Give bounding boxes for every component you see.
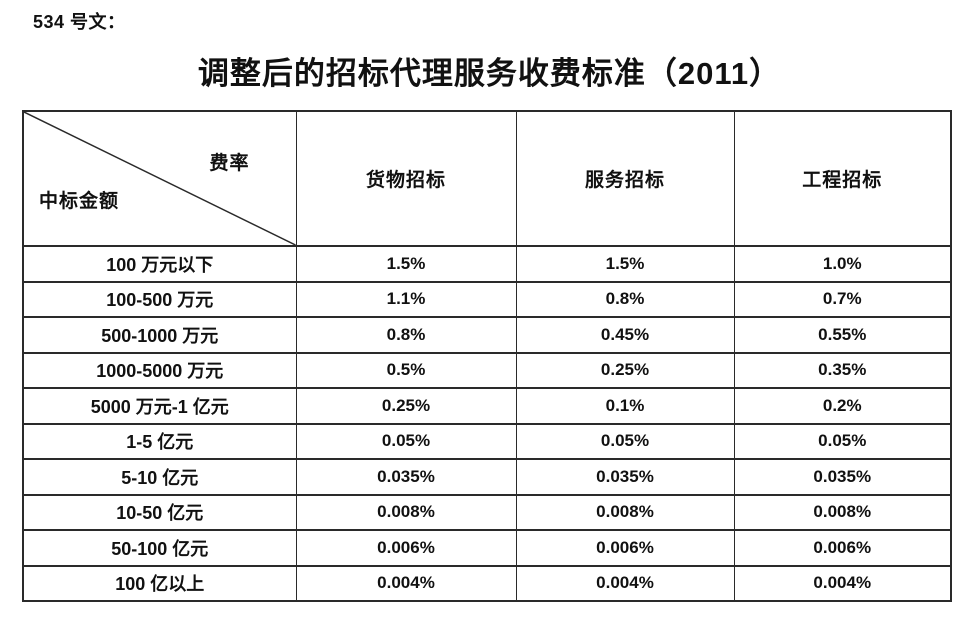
table-row: 500-1000 万元 0.8% 0.45% 0.55%	[22, 316, 952, 354]
rate-cell-goods: 0.5%	[295, 351, 517, 389]
amount-cell: 50-100 亿元	[22, 529, 297, 567]
table-row: 100-500 万元 1.1% 0.8% 0.7%	[22, 280, 952, 318]
rate-cell-goods: 0.25%	[295, 387, 517, 425]
rate-cell-services: 0.1%	[515, 387, 735, 425]
fee-rate-table: 费率 中标金额 货物招标 服务招标 工程招标 100 万元以下 1.5% 1.5…	[22, 110, 952, 602]
doc-ref-label: 534 号文：	[33, 12, 126, 32]
rate-cell-goods: 0.05%	[295, 422, 517, 460]
rate-cell-services: 0.25%	[515, 351, 735, 389]
amount-cell: 100 亿以上	[22, 564, 297, 602]
amount-cell: 10-50 亿元	[22, 493, 297, 531]
column-header-services: 服务招标	[515, 110, 735, 247]
rate-cell-services: 0.45%	[515, 316, 735, 354]
rate-cell-goods: 0.8%	[295, 316, 517, 354]
amount-cell: 5-10 亿元	[22, 458, 297, 496]
rate-cell-works: 0.7%	[733, 280, 952, 318]
table-row: 5000 万元-1 亿元 0.25% 0.1% 0.2%	[22, 387, 952, 425]
table-row: 50-100 亿元 0.006% 0.006% 0.006%	[22, 529, 952, 567]
rate-cell-works: 0.35%	[733, 351, 952, 389]
amount-cell: 1000-5000 万元	[22, 351, 297, 389]
amount-cell: 1-5 亿元	[22, 422, 297, 460]
rate-cell-goods: 1.5%	[295, 245, 517, 283]
table-row: 100 亿以上 0.004% 0.004% 0.004%	[22, 564, 952, 602]
table-row: 5-10 亿元 0.035% 0.035% 0.035%	[22, 458, 952, 496]
corner-label-rate: 费率	[209, 153, 250, 174]
rate-cell-services: 1.5%	[515, 245, 735, 283]
corner-header-cell: 费率 中标金额	[22, 110, 297, 247]
rate-cell-works: 1.0%	[733, 245, 952, 283]
rate-cell-goods: 0.035%	[295, 458, 517, 496]
amount-cell: 100 万元以下	[22, 245, 297, 283]
column-header-goods: 货物招标	[295, 110, 517, 247]
rate-cell-goods: 0.004%	[295, 564, 517, 602]
rate-cell-services: 0.004%	[515, 564, 735, 602]
rate-cell-services: 0.006%	[515, 529, 735, 567]
table-header-row: 费率 中标金额 货物招标 服务招标 工程招标	[22, 110, 952, 247]
rate-cell-works: 0.006%	[733, 529, 952, 567]
table-row: 100 万元以下 1.5% 1.5% 1.0%	[22, 245, 952, 283]
rate-cell-goods: 1.1%	[295, 280, 517, 318]
page-title: 调整后的招标代理服务收费标准（2011）	[197, 56, 782, 91]
amount-cell: 500-1000 万元	[22, 316, 297, 354]
rate-cell-works: 0.004%	[733, 564, 952, 602]
amount-cell: 5000 万元-1 亿元	[22, 387, 297, 425]
table-row: 1-5 亿元 0.05% 0.05% 0.05%	[22, 422, 952, 460]
rate-cell-works: 0.05%	[733, 422, 952, 460]
rate-cell-services: 0.05%	[515, 422, 735, 460]
table-row: 10-50 亿元 0.008% 0.008% 0.008%	[22, 493, 952, 531]
rate-cell-works: 0.008%	[733, 493, 952, 531]
amount-cell: 100-500 万元	[22, 280, 297, 318]
rate-cell-goods: 0.006%	[295, 529, 517, 567]
corner-label-amount: 中标金额	[39, 191, 120, 212]
column-header-works: 工程招标	[733, 110, 952, 247]
rate-cell-works: 0.55%	[733, 316, 952, 354]
rate-cell-services: 0.035%	[515, 458, 735, 496]
diagonal-line	[24, 112, 296, 245]
rate-cell-works: 0.035%	[733, 458, 952, 496]
table-row: 1000-5000 万元 0.5% 0.25% 0.35%	[22, 351, 952, 389]
rate-cell-services: 0.8%	[515, 280, 735, 318]
rate-cell-goods: 0.008%	[295, 493, 517, 531]
rate-cell-services: 0.008%	[515, 493, 735, 531]
rate-cell-works: 0.2%	[733, 387, 952, 425]
